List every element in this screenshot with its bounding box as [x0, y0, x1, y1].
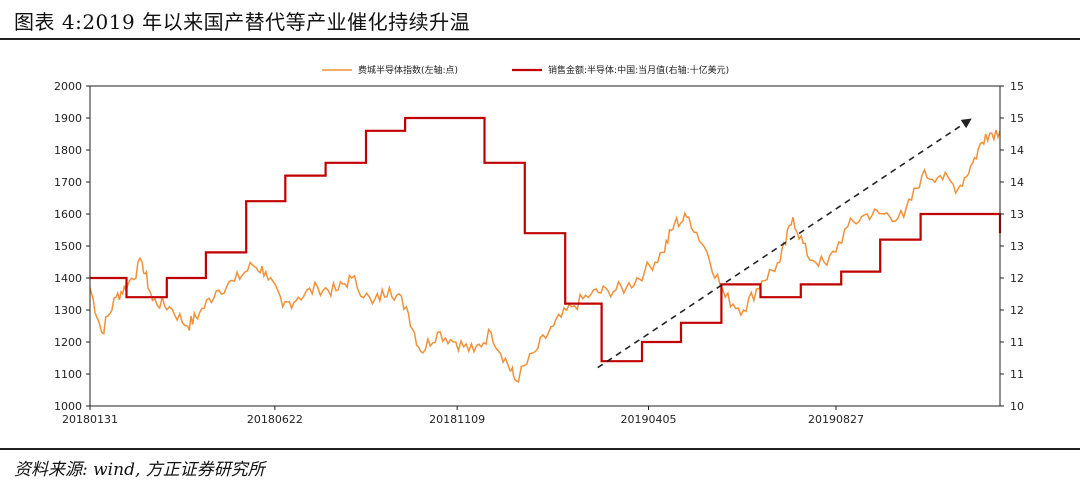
figure-title: 图表 4:2019 年以来国产替代等产业催化持续升温 [14, 10, 471, 34]
right-tick-label: 10 [1010, 400, 1024, 413]
bottom-rule [0, 448, 1080, 450]
legend-label: 销售金额:半导体:中国:当月值(右轴:十亿美元) [548, 64, 729, 76]
right-tick-label: 15 [1010, 112, 1024, 125]
left-tick-label: 1800 [54, 144, 82, 157]
right-tick-label: 11 [1010, 336, 1024, 349]
left-tick-label: 1700 [54, 176, 82, 189]
right-tick-label: 11 [1010, 368, 1024, 381]
series-sales-line [90, 116, 1002, 363]
x-tick-label: 20180131 [62, 413, 118, 426]
legend: 费城半导体指数(左轴:点) 销售金额:半导体:中国:当月值(右轴:十亿美元) [322, 64, 729, 76]
left-tick-label: 1400 [54, 272, 82, 285]
right-tick-label: 13 [1010, 208, 1024, 221]
x-tick-label: 20190827 [808, 413, 864, 426]
x-tick-label: 20190405 [620, 413, 676, 426]
top-rule [0, 38, 1080, 40]
left-tick-label: 1600 [54, 208, 82, 221]
left-tick-label: 1900 [54, 112, 82, 125]
series-sox-line [89, 129, 1001, 384]
chart: 费城半导体指数(左轴:点) 销售金额:半导体:中国:当月值(右轴:十亿美元) 10… [54, 64, 1024, 426]
right-tick-label: 12 [1010, 272, 1024, 285]
right-tick-label: 13 [1010, 240, 1024, 253]
x-tick-label: 20181109 [429, 413, 485, 426]
legend-label: 费城半导体指数(左轴:点) [358, 64, 458, 76]
trend-arrow [597, 118, 972, 369]
left-tick-label: 2000 [54, 80, 82, 93]
left-tick-label: 1100 [54, 368, 82, 381]
right-tick-label: 14 [1010, 144, 1024, 157]
right-tick-label: 12 [1010, 304, 1024, 317]
right-tick-label: 15 [1010, 80, 1024, 93]
plot-frame [89, 85, 1001, 407]
left-tick-label: 1300 [54, 304, 82, 317]
right-tick-label: 14 [1010, 176, 1024, 189]
source-note: 资料来源: wind, 方正证券研究所 [14, 460, 265, 480]
x-tick-label: 20180622 [247, 413, 303, 426]
left-tick-label: 1200 [54, 336, 82, 349]
left-tick-label: 1500 [54, 240, 82, 253]
left-tick-label: 1000 [54, 400, 82, 413]
